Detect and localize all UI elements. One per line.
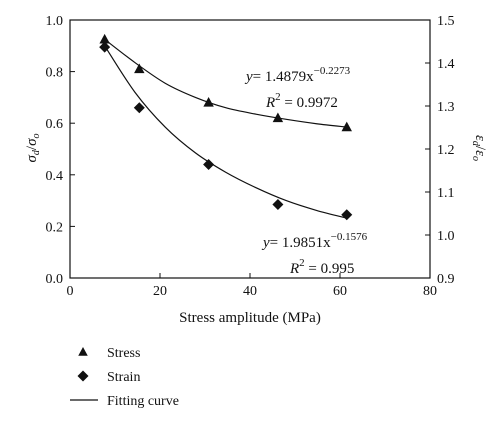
strain-point: [203, 158, 215, 170]
y-right-tick-label: 1.0: [437, 229, 455, 244]
strain-r2-value: = 0.995: [305, 261, 355, 277]
plot-frame: [69, 19, 431, 279]
y-left-tick-label: 0.8: [46, 66, 64, 81]
y-right-tick-label: 1.2: [437, 143, 455, 158]
y-left-tick-label: 0.6: [46, 117, 64, 132]
axis-ticks: 0 20 40 60 80 0.0 0.2 0.4 0.6 0.8 1.0 0.9 1.0 1.1 1.2 1…: [46, 14, 455, 299]
x-tick-label: 80: [423, 284, 437, 299]
x-tick-label: 60: [333, 284, 347, 299]
stress-point: [272, 112, 284, 123]
stress-eq-y: y: [244, 69, 253, 85]
stress-r2-sup: 2: [275, 91, 281, 103]
data-points: [99, 33, 353, 221]
legend-strain-label: Strain: [107, 370, 140, 385]
x-tick-label: 40: [243, 284, 257, 299]
y-left-tick-label: 0.2: [46, 220, 64, 235]
stress-point: [203, 97, 214, 107]
y-right-tick-label: 1.4: [437, 57, 455, 72]
stress-r2: R2 = 0.9972: [265, 91, 338, 111]
strain-eq-y: y: [261, 235, 270, 251]
x-axis-title: Stress amplitude (MPa): [179, 310, 321, 326]
x-tick-label: 20: [153, 284, 167, 299]
y-right-tick-label: 1.5: [437, 14, 455, 29]
y-left-tick-label: 0.0: [46, 272, 64, 287]
plot-border: [69, 19, 431, 279]
y-left-tick-label: 1.0: [46, 14, 64, 29]
strain-r2-label: R: [289, 261, 299, 277]
strain-fit-curve: [104, 45, 347, 219]
legend: Stress Strain Fitting curve: [70, 346, 179, 409]
stress-point: [99, 33, 110, 44]
legend-stress-marker: [78, 347, 88, 356]
legend-fitting-curve-label: Fitting curve: [107, 394, 179, 409]
strain-equation: y= 1.9851x−0.1576: [261, 231, 368, 251]
stress-equation: y= 1.4879x−0.2273: [244, 65, 351, 85]
strain-eq-rhs: = 1.9851x: [270, 235, 331, 251]
y-axis-right-title: εd/εo: [470, 135, 488, 161]
stress-r2-label: R: [265, 95, 275, 111]
strain-point: [341, 209, 353, 221]
stress-eq-exponent: −0.2273: [314, 65, 351, 77]
fit-curves: [104, 38, 347, 219]
strain-eq-exponent: −0.1576: [331, 231, 368, 243]
y-axis-left-title: σd/σo: [24, 134, 42, 163]
strain-r2: R2 = 0.995: [289, 257, 354, 277]
strain-point: [99, 41, 111, 53]
stress-point: [341, 121, 352, 132]
strain-r2-sup: 2: [299, 257, 305, 269]
stress-eq-rhs: = 1.4879x: [253, 69, 314, 85]
x-tick-label: 0: [67, 284, 74, 299]
strain-point: [133, 102, 145, 114]
y-right-tick-label: 1.3: [437, 100, 455, 115]
stress-r2-value: = 0.9972: [281, 95, 338, 111]
legend-stress-label: Stress: [107, 346, 140, 361]
y-right-tick-label: 1.1: [437, 186, 455, 201]
legend-strain-marker: [77, 370, 89, 382]
strain-point: [272, 198, 284, 210]
y-right-tick-label: 0.9: [437, 272, 455, 287]
stress-point: [134, 63, 145, 74]
stress-fit-curve: [104, 38, 347, 128]
y-left-tick-label: 0.4: [46, 169, 64, 184]
